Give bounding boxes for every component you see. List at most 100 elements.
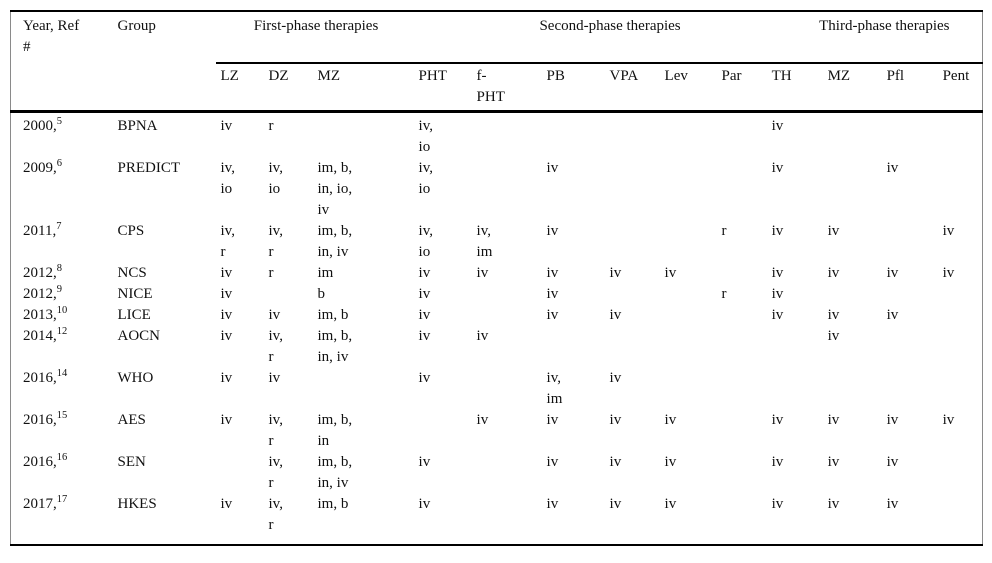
- reference-number: 8: [56, 262, 62, 274]
- table-body: 2000,5 BPNA iv r iv, io iv 2009,6 PREDICT iv, io…: [11, 111, 983, 545]
- therapy-route-cell: [823, 284, 882, 305]
- therapy-route-cell: iv: [418, 327, 431, 344]
- therapy-route-cell: iv: [546, 453, 559, 470]
- therapy-route-cell: iv: [886, 306, 899, 323]
- therapy-route-cell: [823, 368, 882, 410]
- drug-column-header: Lev: [659, 63, 717, 113]
- therapy-route-cell: iv: [609, 306, 622, 323]
- therapy-route-cell: iv: [609, 411, 622, 428]
- therapy-route-cell: iv: [664, 411, 677, 428]
- therapy-route-cell: [882, 111, 938, 158]
- therapy-route-cell: iv: [664, 453, 677, 470]
- drug-column-header: Pfl: [881, 63, 938, 113]
- therapy-route-cell: [938, 326, 983, 368]
- therapy-route-cell: iv: [827, 306, 840, 323]
- year-text: 2000,: [23, 117, 57, 134]
- therapy-route-cell: iv: [220, 411, 233, 428]
- therapy-route-cell: iv: [546, 222, 559, 239]
- therapy-route-cell: [938, 368, 983, 410]
- table-row: 2016,15 AES iv iv, r im, b, in iv iv iv iv iv iv iv…: [11, 410, 983, 452]
- year-text: 2012,: [23, 264, 57, 281]
- year-ref-cell: 2016,16: [11, 452, 113, 494]
- therapy-route-cell: [264, 284, 313, 305]
- drug-column-header: VPA: [604, 63, 660, 113]
- therapy-route-cell: [472, 111, 542, 158]
- therapy-route-cell: [938, 305, 983, 326]
- therapy-route-cell: iv: [827, 453, 840, 470]
- therapy-route-cell: iv: [609, 453, 622, 470]
- therapy-route-cell: iv: [546, 495, 559, 512]
- therapy-route-cell: iv: [220, 369, 233, 386]
- therapy-guidelines-table: Year, Ref # Group First-phase therapies …: [10, 10, 984, 546]
- therapy-route-cell: iv, io: [220, 159, 235, 197]
- therapy-route-cell: [414, 410, 472, 452]
- therapy-route-cell: iv, r: [220, 222, 235, 260]
- table-row: 2012,8 NCS iv r im iv iv iv iv iv iv iv iv iv: [11, 263, 983, 284]
- group-cell: AES: [117, 411, 146, 428]
- therapy-route-cell: [660, 158, 717, 221]
- therapy-route-cell: iv: [771, 264, 784, 281]
- therapy-route-cell: iv, io: [418, 159, 433, 197]
- therapy-route-cell: iv: [827, 495, 840, 512]
- table-row: 2016,16 SEN iv, r im, b, in, iv iv iv iv iv iv iv…: [11, 452, 983, 494]
- therapy-route-cell: [660, 326, 717, 368]
- therapy-route-cell: r: [721, 222, 727, 239]
- drug-column-header: PHT: [413, 63, 472, 113]
- therapy-route-cell: im, b, in: [317, 411, 353, 449]
- group-cell: NICE: [117, 285, 153, 302]
- therapy-route-cell: [938, 284, 983, 305]
- therapy-route-cell: [660, 305, 717, 326]
- therapy-route-cell: iv: [771, 117, 784, 134]
- therapy-route-cell: iv: [827, 264, 840, 281]
- year-ref-cell: 2016,15: [11, 410, 113, 452]
- drug-column-header: f- PHT: [471, 63, 542, 113]
- therapy-route-cell: [882, 284, 938, 305]
- therapy-route-cell: [660, 284, 717, 305]
- year-ref-cell: 2013,10: [11, 305, 113, 326]
- therapy-route-cell: [660, 368, 717, 410]
- therapy-route-cell: [313, 368, 414, 410]
- drug-column-header: MZ: [312, 63, 414, 113]
- year-text: 2016,: [23, 411, 57, 428]
- group-header-first-phase: First-phase therapies: [215, 11, 414, 64]
- therapy-route-cell: r: [268, 264, 274, 281]
- year-ref-cell: 2017,17: [11, 494, 113, 545]
- reference-number: 12: [56, 325, 68, 337]
- therapy-route-cell: [882, 221, 938, 263]
- reference-number: 17: [56, 493, 68, 505]
- therapy-route-cell: iv: [220, 285, 233, 302]
- reference-number: 15: [56, 409, 68, 421]
- year-ref-cell: 2011,7: [11, 221, 113, 263]
- therapy-route-cell: im, b, in, iv: [317, 222, 353, 260]
- group-header-third-phase: Third-phase therapies: [766, 11, 983, 64]
- column-header-year-ref: Year, Ref #: [10, 11, 113, 113]
- therapy-route-cell: [542, 326, 605, 368]
- therapy-route-cell: [472, 452, 542, 494]
- therapy-route-cell: iv: [609, 495, 622, 512]
- therapy-route-cell: [216, 452, 264, 494]
- year-ref-cell: 2012,9: [11, 284, 113, 305]
- therapy-route-cell: iv: [546, 285, 559, 302]
- therapy-route-cell: iv: [771, 222, 784, 239]
- table-row: 2016,14 WHO iv iv iv iv, im iv: [11, 368, 983, 410]
- year-text: 2012,: [23, 285, 57, 302]
- therapy-route-cell: [717, 368, 767, 410]
- therapy-route-cell: [823, 158, 882, 221]
- therapy-route-cell: iv: [476, 327, 489, 344]
- therapy-route-cell: [717, 326, 767, 368]
- group-cell: LICE: [117, 306, 151, 323]
- therapy-route-cell: iv: [771, 495, 784, 512]
- therapy-route-cell: iv, io: [268, 159, 283, 197]
- therapy-route-cell: iv: [220, 117, 233, 134]
- therapy-route-cell: [717, 494, 767, 545]
- year-ref-cell: 2016,14: [11, 368, 113, 410]
- therapy-route-cell: [823, 111, 882, 158]
- therapy-route-cell: iv: [546, 264, 559, 281]
- therapy-route-cell: iv: [418, 285, 431, 302]
- therapy-route-cell: iv: [942, 222, 955, 239]
- therapy-route-cell: iv: [546, 411, 559, 428]
- therapy-route-cell: iv, im: [546, 369, 563, 407]
- therapy-route-cell: [882, 326, 938, 368]
- therapy-route-cell: iv, r: [268, 327, 283, 365]
- therapy-route-cell: iv: [546, 159, 559, 176]
